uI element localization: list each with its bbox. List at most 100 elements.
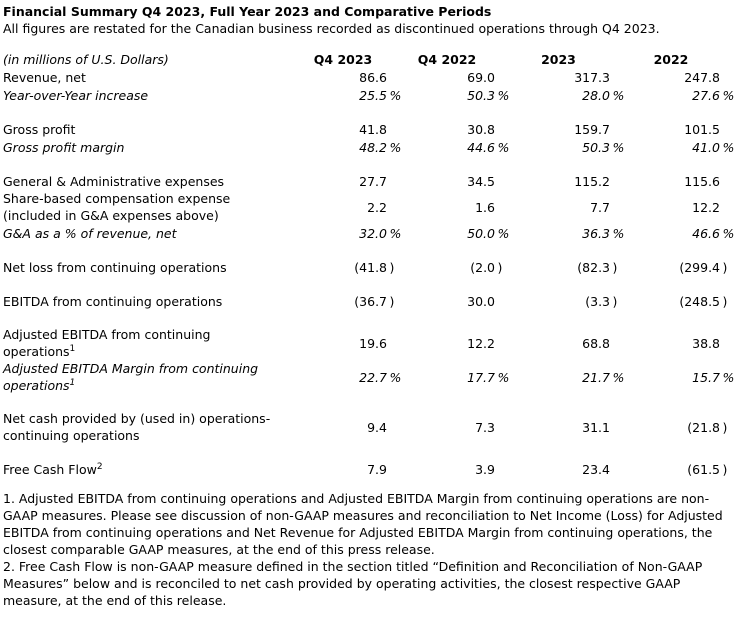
table-row: Year-over-Year increase 25.5% 50.3% 28.0% 27… bbox=[3, 86, 734, 104]
column-header-q4-2022: Q4 2022 bbox=[417, 51, 477, 67]
table-row: Net cash provided by (used in) operation… bbox=[3, 410, 732, 444]
spacer-cell bbox=[3, 156, 732, 172]
value-cell: 12.2 bbox=[692, 199, 720, 215]
value-cell: 247.8 bbox=[684, 69, 720, 85]
value-cell: (82.3) bbox=[577, 259, 618, 275]
document-subtitle: All figures are restated for the Canadia… bbox=[3, 21, 660, 36]
value-cell: (61.5) bbox=[687, 461, 728, 477]
value-cell: 50.0% bbox=[467, 225, 510, 241]
value-cell: 44.6% bbox=[467, 139, 510, 155]
footnote-2: 2. Free Cash Flow is non-GAAP measure de… bbox=[3, 559, 703, 608]
spacer-cell bbox=[3, 276, 732, 292]
spacer-cell bbox=[3, 310, 732, 326]
spacer-row bbox=[3, 104, 732, 120]
table-row: Adjusted EBITDA from continuing operatio… bbox=[3, 326, 732, 360]
value-cell: 317.3 bbox=[574, 69, 610, 85]
value-cell: (41.8) bbox=[354, 259, 395, 275]
spacer-row bbox=[3, 444, 732, 460]
value-cell: 115.2 bbox=[574, 173, 610, 189]
value-cell: 9.4 bbox=[367, 419, 387, 435]
spacer-row bbox=[3, 394, 732, 410]
row-label: Net loss from continuing operations bbox=[3, 259, 227, 275]
footnote-marker: 2 bbox=[96, 461, 103, 472]
row-label: EBITDA from continuing operations bbox=[3, 293, 223, 309]
column-header-2023: 2023 bbox=[541, 51, 576, 67]
footnote-1: 1. Adjusted EBITDA from continuing opera… bbox=[3, 491, 723, 557]
table-row: Revenue, net 86.6 69.0 317.3 247.8 bbox=[3, 68, 732, 86]
row-label: G&A as a % of revenue, net bbox=[3, 225, 177, 241]
column-header-q4-2023: Q4 2023 bbox=[313, 51, 373, 67]
spacer-row bbox=[3, 310, 732, 326]
value-cell: (36.7) bbox=[354, 293, 395, 309]
row-label: General & Administrative expenses bbox=[3, 173, 225, 189]
spacer-cell bbox=[3, 394, 732, 410]
table-header-row: (in millions of U.S. Dollars) Q4 2023 Q4… bbox=[3, 50, 732, 68]
footnote-marker: 1 bbox=[69, 377, 76, 388]
footnote-marker: 1 bbox=[69, 343, 76, 354]
value-cell: 19.6 bbox=[359, 335, 387, 351]
value-cell: 1.6 bbox=[475, 199, 495, 215]
value-cell: 30.0 bbox=[467, 293, 495, 309]
column-header-2022: 2022 bbox=[653, 51, 689, 67]
table-row: Gross profit 41.8 30.8 159.7 101.5 bbox=[3, 120, 732, 138]
table-row: EBITDA from continuing operations (36.7) 3… bbox=[3, 292, 732, 310]
table-row: G&A as a % of revenue, net 32.0% 50.0% 36.3… bbox=[3, 224, 735, 242]
value-cell: 41.0% bbox=[692, 139, 735, 155]
value-cell: 7.3 bbox=[475, 419, 495, 435]
value-cell: 86.6 bbox=[359, 69, 387, 85]
value-cell: (299.4) bbox=[679, 259, 728, 275]
unit-label: (in millions of U.S. Dollars) bbox=[3, 51, 169, 67]
row-label: Revenue, net bbox=[3, 69, 86, 85]
value-cell: 115.6 bbox=[684, 173, 720, 189]
row-label: Free Cash Flow2 bbox=[3, 461, 103, 477]
value-cell: 48.2% bbox=[359, 139, 402, 155]
value-cell: (2.0) bbox=[470, 259, 503, 275]
value-cell: 21.7% bbox=[582, 369, 625, 385]
value-cell: 159.7 bbox=[574, 121, 610, 137]
value-cell: 101.5 bbox=[684, 121, 720, 137]
spacer-row bbox=[3, 276, 732, 292]
value-cell: 3.9 bbox=[475, 461, 495, 477]
value-cell: (21.8) bbox=[687, 419, 728, 435]
value-cell: 68.8 bbox=[582, 335, 610, 351]
table-row: General & Administrative expenses 27.7 34.… bbox=[3, 172, 732, 190]
row-label: Adjusted EBITDA from continuing operatio… bbox=[3, 327, 211, 359]
spacer-cell bbox=[3, 242, 732, 258]
value-cell: 30.8 bbox=[467, 121, 495, 137]
row-label: Year-over-Year increase bbox=[3, 87, 149, 103]
value-cell: 25.5% bbox=[359, 87, 402, 103]
value-cell: 7.7 bbox=[590, 199, 610, 215]
value-cell: 31.1 bbox=[582, 419, 610, 435]
value-cell: (3.3) bbox=[585, 293, 618, 309]
value-cell: 2.2 bbox=[367, 199, 387, 215]
value-cell: 38.8 bbox=[692, 335, 720, 351]
value-cell: 12.2 bbox=[467, 335, 495, 351]
value-cell: 46.6% bbox=[692, 225, 735, 241]
footnotes: 1. Adjusted EBITDA from continuing opera… bbox=[3, 490, 733, 609]
table-row: Net loss from continuing operations (41.8… bbox=[3, 258, 732, 276]
financial-summary-document: Financial Summary Q4 2023, Full Year 202… bbox=[3, 4, 735, 609]
spacer-row bbox=[3, 156, 732, 172]
financial-table-body: Revenue, net 86.6 69.0 317.3 247.8 Year-over-… bbox=[3, 68, 735, 478]
row-label: Net cash provided by (used in) operation… bbox=[3, 411, 271, 443]
row-label: Gross profit bbox=[3, 121, 76, 137]
table-row: Share-based compensation expense (includ… bbox=[3, 190, 732, 224]
table-row: Gross profit margin 48.2% 44.6% 50.3% 41.0% bbox=[3, 138, 735, 156]
document-title: Financial Summary Q4 2023, Full Year 202… bbox=[3, 4, 492, 19]
value-cell: 50.3% bbox=[582, 139, 625, 155]
value-cell: 36.3% bbox=[582, 225, 625, 241]
row-label: Adjusted EBITDA Margin from continuing o… bbox=[3, 361, 259, 393]
spacer-row bbox=[3, 242, 732, 258]
value-cell: 27.7 bbox=[359, 173, 387, 189]
value-cell: 15.7% bbox=[692, 369, 735, 385]
financial-table: (in millions of U.S. Dollars) Q4 2023 Q4… bbox=[3, 50, 735, 478]
value-cell: 41.8 bbox=[359, 121, 387, 137]
row-label: Share-based compensation expense (includ… bbox=[3, 191, 231, 223]
value-cell: 28.0% bbox=[582, 87, 625, 103]
value-cell: 23.4 bbox=[582, 461, 610, 477]
value-cell: 7.9 bbox=[367, 461, 387, 477]
row-label: Gross profit margin bbox=[3, 139, 125, 155]
value-cell: 69.0 bbox=[467, 69, 495, 85]
value-cell: 32.0% bbox=[359, 225, 402, 241]
